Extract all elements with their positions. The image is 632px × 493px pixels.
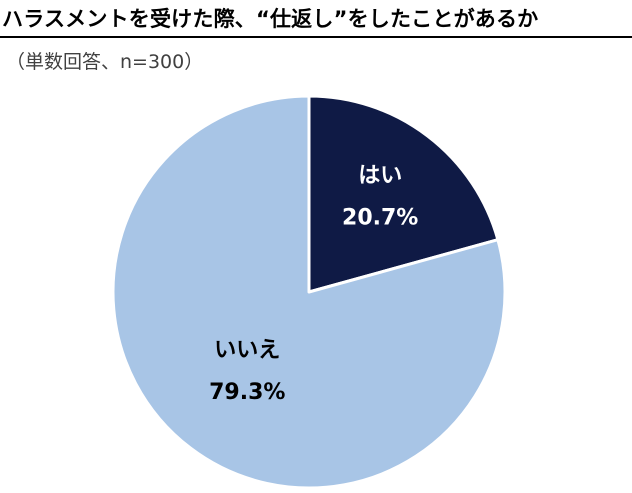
chart-subtitle: （単数回答、n=300） — [6, 51, 204, 73]
pie-slice-yes — [307, 94, 500, 294]
title-underline — [0, 36, 632, 38]
slice-label-yes: はい — [358, 163, 402, 188]
slice-value-no: 79.3% — [209, 380, 285, 405]
chart-title: ハラスメントを受けた際、“仕返し”をしたことがあるか — [2, 7, 539, 31]
slice-label-no: いいえ — [214, 338, 280, 363]
pie-slice-no — [111, 94, 507, 490]
slice-value-yes: 20.7% — [342, 205, 418, 230]
